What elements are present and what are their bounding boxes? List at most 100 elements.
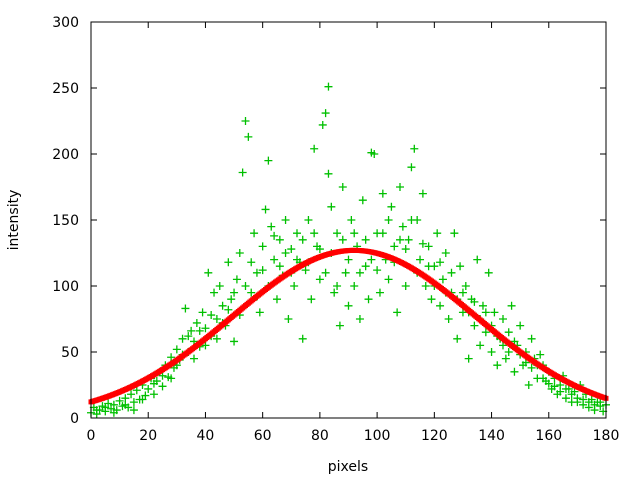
data-point xyxy=(416,255,425,264)
data-point xyxy=(272,295,281,304)
data-point xyxy=(281,216,290,224)
data-point xyxy=(396,235,404,244)
data-point xyxy=(590,400,599,409)
data-point xyxy=(270,255,279,264)
y-tick-label: 250 xyxy=(52,81,79,97)
data-point xyxy=(335,321,344,330)
data-point xyxy=(561,394,570,403)
data-point xyxy=(490,308,499,317)
data-point xyxy=(407,216,416,224)
data-point xyxy=(315,275,324,284)
data-point xyxy=(470,321,479,330)
data-point xyxy=(476,341,485,350)
data-point xyxy=(258,242,267,251)
y-tick-label: 100 xyxy=(52,279,79,295)
data-point xyxy=(290,282,299,290)
data-point xyxy=(584,398,593,407)
data-point xyxy=(524,381,533,389)
data-point xyxy=(101,403,110,412)
data-point xyxy=(275,235,284,244)
data-point xyxy=(407,163,416,172)
data-point xyxy=(238,168,247,177)
data-point xyxy=(521,358,530,367)
data-point xyxy=(287,245,296,254)
data-point xyxy=(178,334,187,343)
data-point xyxy=(207,311,216,320)
data-point xyxy=(350,229,359,238)
data-point xyxy=(192,318,201,327)
data-point xyxy=(410,144,419,153)
data-point xyxy=(330,288,339,297)
data-point xyxy=(138,395,147,404)
data-point xyxy=(307,295,316,304)
data-point xyxy=(516,321,525,330)
data-point xyxy=(333,282,342,290)
data-point xyxy=(241,117,250,125)
data-point xyxy=(384,216,393,224)
data-point xyxy=(453,334,462,343)
data-point xyxy=(318,120,327,129)
data-point xyxy=(527,363,536,372)
data-point xyxy=(398,222,407,231)
data-point xyxy=(573,398,582,407)
data-point xyxy=(355,268,364,277)
data-point xyxy=(361,262,370,271)
data-point xyxy=(427,295,436,304)
data-point xyxy=(539,374,548,383)
data-point xyxy=(493,361,502,370)
data-point xyxy=(358,196,367,205)
data-point xyxy=(315,245,324,254)
data-point xyxy=(250,229,259,238)
x-tick-label: 180 xyxy=(593,428,620,444)
data-point xyxy=(418,189,427,198)
data-point xyxy=(187,326,196,335)
data-point xyxy=(293,229,301,238)
data-point xyxy=(244,132,253,141)
data-point xyxy=(333,229,342,238)
data-point xyxy=(478,301,487,310)
data-point xyxy=(195,326,204,335)
data-point xyxy=(499,341,507,350)
data-point xyxy=(384,275,393,284)
data-point xyxy=(92,406,101,415)
data-point xyxy=(378,189,387,198)
data-point xyxy=(324,82,333,91)
data-point xyxy=(210,288,219,297)
data-point xyxy=(364,295,373,304)
data-point xyxy=(444,315,453,323)
data-point xyxy=(390,242,399,251)
data-point xyxy=(396,183,404,191)
data-point xyxy=(149,390,158,399)
data-point xyxy=(344,255,353,264)
data-point xyxy=(224,258,233,267)
data-point xyxy=(470,297,479,306)
fit-curve xyxy=(88,247,609,405)
x-tick-label: 140 xyxy=(478,428,505,444)
data-point xyxy=(184,332,193,341)
data-point xyxy=(361,235,370,244)
data-point xyxy=(536,350,545,359)
data-point xyxy=(350,282,359,290)
x-tick-label: 100 xyxy=(364,428,391,444)
data-point xyxy=(167,374,176,383)
data-point xyxy=(301,266,310,275)
data-point xyxy=(181,304,190,313)
data-point xyxy=(224,305,233,314)
data-point xyxy=(261,205,270,214)
data-point xyxy=(201,341,210,350)
data-point xyxy=(190,354,198,363)
axis-ticks: 0 20 40 60 80 100 120 140 160 180 0 50 100 150 200 250 3… xyxy=(52,15,619,444)
data-point xyxy=(212,334,221,343)
data-point xyxy=(527,334,536,343)
data-point xyxy=(387,202,396,211)
data-point xyxy=(433,229,442,238)
data-point xyxy=(327,202,336,211)
data-point xyxy=(441,249,450,257)
data-point xyxy=(310,144,319,153)
data-point xyxy=(310,229,319,238)
data-point xyxy=(255,308,264,317)
data-point xyxy=(304,216,313,224)
y-tick-label: 200 xyxy=(52,147,79,163)
x-tick-label: 0 xyxy=(87,428,96,444)
